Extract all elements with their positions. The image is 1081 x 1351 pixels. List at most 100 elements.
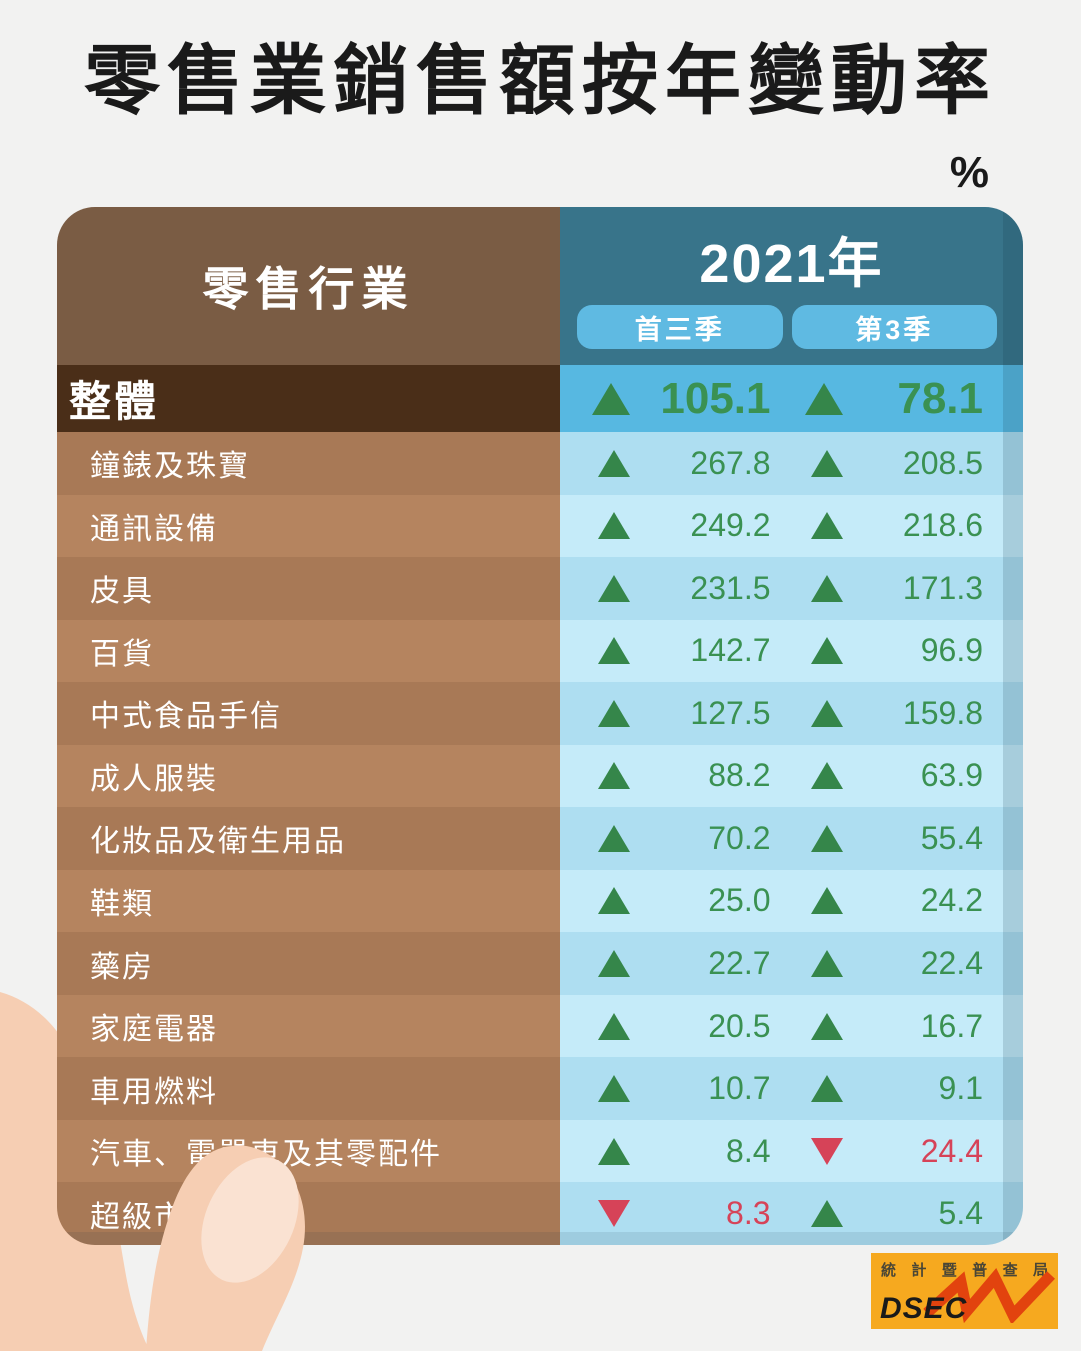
year-label: 2021年: [699, 234, 884, 294]
value-number: 105.1: [660, 373, 771, 423]
industry-column-header: 零售行業: [57, 207, 560, 365]
total-row-label: 整體: [57, 365, 560, 432]
row-label: 化妝品及衛生用品: [57, 807, 560, 870]
row-values: 231.5 171.3: [560, 557, 1023, 620]
row-values: 25.0 24.2: [560, 869, 1023, 933]
trend-triangle-icon: [810, 449, 843, 477]
trend-triangle-icon: [810, 1075, 843, 1103]
table-row: 通訊設備 249.2 218.6: [57, 494, 1023, 558]
page-title: 零售業銷售額按年變動率: [84, 39, 997, 124]
value-cell: 55.4: [785, 807, 983, 870]
data-table-card: 零售行業 2021年 首三季 第3季 整體 105.1 78.1 鐘錶及珠寶: [57, 207, 1023, 1245]
table-row: 皮具 231.5 171.3: [57, 557, 1023, 620]
dsec-logo: 統計暨普查局 DSEC: [871, 1253, 1058, 1329]
row-label: 家庭電器: [57, 994, 560, 1058]
trend-triangle-icon: [598, 824, 630, 852]
trend-triangle-icon: [810, 1137, 843, 1165]
value-number: 96.9: [920, 632, 983, 669]
value-number: 24.4: [920, 1132, 983, 1169]
value-cell: 218.6: [785, 495, 983, 558]
trend-triangle-icon: [598, 887, 630, 915]
table-row: 化妝品及衛生用品 70.2 55.4: [57, 807, 1023, 870]
trend-triangle-icon: [810, 1012, 843, 1040]
trend-triangle-icon: [598, 637, 630, 665]
table-row: 鞋類 25.0 24.2: [57, 869, 1023, 933]
trend-triangle-icon: [598, 699, 630, 727]
row-label: 成人服裝: [57, 744, 560, 808]
value-number: 10.7: [708, 1070, 771, 1107]
value-cell: 22.7: [572, 932, 771, 995]
value-cell: 22.4: [785, 932, 983, 995]
value-number: 171.3: [902, 569, 983, 606]
table-row: 中式食品手信 127.5 159.8: [57, 682, 1023, 745]
value-number: 9.1: [938, 1070, 983, 1107]
period-pill-first-three-quarters: 首三季: [577, 305, 783, 349]
dsec-logo-agency-name: 統計暨普查局: [881, 1262, 1048, 1279]
value-cell: 267.8: [572, 432, 771, 495]
trend-triangle-icon: [810, 887, 843, 915]
total-value-cell: 78.1: [785, 365, 983, 432]
total-value-cell: 105.1: [572, 365, 771, 432]
trend-triangle-icon: [804, 382, 843, 415]
value-cell: 24.2: [785, 870, 983, 933]
trend-triangle-icon: [598, 1200, 630, 1228]
row-label: 鞋類: [57, 869, 560, 933]
table-row: 藥房 22.7 22.4: [57, 932, 1023, 995]
value-cell: 25.0: [572, 870, 771, 933]
value-cell: 142.7: [572, 620, 771, 683]
value-number: 55.4: [920, 819, 983, 856]
value-cell: 231.5: [572, 557, 771, 620]
value-number: 16.7: [920, 1007, 983, 1044]
row-label: 藥房: [57, 932, 560, 995]
row-label: 皮具: [57, 557, 560, 620]
unit-label: %: [949, 148, 989, 197]
value-cell: 10.7: [572, 1057, 771, 1120]
row-values: 10.7 9.1: [560, 1057, 1023, 1120]
value-number: 78.1: [897, 373, 983, 423]
row-label: 中式食品手信: [57, 682, 560, 745]
trend-triangle-icon: [810, 1200, 843, 1228]
trend-triangle-icon: [810, 762, 843, 790]
table-row: 鐘錶及珠寶 267.8 208.5: [57, 432, 1023, 495]
row-label: 百貨: [57, 619, 560, 683]
value-cell: 63.9: [785, 745, 983, 808]
zigzag-chart-icon: [923, 1268, 1055, 1323]
value-cell: 9.1: [785, 1057, 983, 1120]
value-number: 22.7: [708, 945, 771, 982]
period-pills: 首三季 第3季: [560, 305, 1023, 349]
row-values: 8.3 5.4: [560, 1182, 1023, 1245]
value-number: 218.6: [902, 507, 983, 544]
trend-triangle-icon: [810, 512, 843, 540]
value-cell: 127.5: [572, 682, 771, 745]
row-values: 249.2 218.6: [560, 494, 1023, 558]
row-values: 22.7 22.4: [560, 932, 1023, 995]
value-cell: 20.5: [572, 995, 771, 1058]
value-cell: 24.4: [785, 1120, 983, 1183]
row-values: 142.7 96.9: [560, 619, 1023, 683]
row-values: 8.4 24.4: [560, 1119, 1023, 1183]
table-row: 超級市場 8.3 5.4: [57, 1182, 1023, 1245]
value-number: 25.0: [708, 882, 771, 919]
total-row: 整體 105.1 78.1: [57, 365, 1023, 432]
trend-triangle-icon: [598, 449, 630, 477]
value-number: 159.8: [902, 694, 983, 731]
row-label: 汽車、電單車及其零配件: [57, 1119, 560, 1183]
row-values: 127.5 159.8: [560, 682, 1023, 745]
value-number: 142.7: [690, 632, 771, 669]
table-row: 車用燃料 10.7 9.1: [57, 1057, 1023, 1120]
trend-triangle-icon: [598, 1075, 630, 1103]
value-cell: 96.9: [785, 620, 983, 683]
trend-triangle-icon: [810, 824, 843, 852]
value-cell: 70.2: [572, 807, 771, 870]
row-label: 鐘錶及珠寶: [57, 432, 560, 495]
row-label: 通訊設備: [57, 494, 560, 558]
table-row: 成人服裝 88.2 63.9: [57, 744, 1023, 808]
row-values: 70.2 55.4: [560, 807, 1023, 870]
value-cell: 159.8: [785, 682, 983, 745]
trend-triangle-icon: [810, 699, 843, 727]
trend-triangle-icon: [810, 950, 843, 978]
value-number: 127.5: [690, 694, 771, 731]
value-number: 63.9: [920, 757, 983, 794]
value-number: 249.2: [690, 507, 771, 544]
dsec-logo-abbr: DSEC: [880, 1292, 968, 1325]
